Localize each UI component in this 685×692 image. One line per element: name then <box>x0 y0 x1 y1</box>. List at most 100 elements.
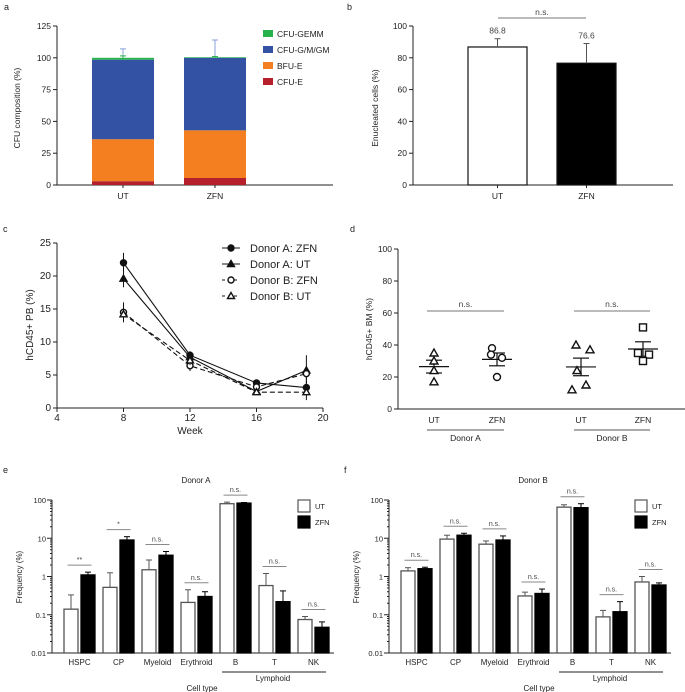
data-label: 76.6 <box>578 30 595 40</box>
bar-ut-hspc <box>63 608 79 654</box>
legend-label: UT <box>315 502 325 511</box>
y-axis-title: Frequency (%) <box>352 550 361 603</box>
y-tick-label: 0.01 <box>31 649 46 658</box>
y-tick-label: 5 <box>45 370 51 381</box>
legend-swatch <box>263 78 273 85</box>
legend-marker <box>226 291 236 300</box>
bar-ut-erythroid <box>517 595 533 654</box>
panel-label-a: a <box>4 2 9 12</box>
bar-zfn <box>556 62 617 186</box>
data-point-donor-b-ut <box>185 355 195 364</box>
bar-ut-hspc <box>400 570 416 654</box>
legend-label: Donor A: UT <box>250 259 311 271</box>
x-tick-label: HSPC <box>68 658 90 667</box>
bar-ut-t <box>258 584 274 654</box>
significance-label: n.s. <box>605 299 619 309</box>
data-point-square <box>633 348 643 358</box>
y-axis-title: Frequency (%) <box>15 550 24 603</box>
y-tick-label: 25 <box>40 238 52 249</box>
bar-bfu-e-ut <box>92 139 154 182</box>
legend-label: CFU-GEMM <box>277 29 324 39</box>
y-tick-label: 25 <box>42 148 52 158</box>
x-tick-label: ZFN <box>578 191 595 201</box>
y-tick-label: 100 <box>393 21 407 31</box>
bar-zfn-b <box>236 502 252 654</box>
data-point-triangle <box>570 339 582 349</box>
y-tick-label: 60 <box>383 308 393 318</box>
bar-ut-nk <box>634 581 650 654</box>
bar-zfn-b <box>573 507 589 654</box>
bar-ut-myeloid <box>141 569 157 654</box>
significance-label: n.s. <box>535 7 549 17</box>
x-tick-label: UT <box>575 415 586 425</box>
donor-label: Donor A <box>450 433 481 443</box>
x-tick-label: 20 <box>317 413 329 424</box>
data-point-triangle <box>566 384 578 394</box>
y-axis-title: hCD45+ BM (%) <box>364 298 374 360</box>
y-tick-label: 0.1 <box>373 611 383 620</box>
group-label: Lymphoid <box>256 674 290 683</box>
x-tick-label: Erythroid <box>180 658 212 667</box>
legend-swatch <box>263 30 273 37</box>
significance-label: n.s. <box>528 574 539 581</box>
x-tick-label: 12 <box>184 413 196 424</box>
x-tick-label: 16 <box>251 413 263 424</box>
legend-label: UT <box>652 502 662 511</box>
y-tick-label: 0 <box>402 180 407 190</box>
x-axis-title: Cell type <box>523 684 555 692</box>
bar-zfn-hspc <box>80 574 96 654</box>
data-label: 86.8 <box>489 26 506 36</box>
data-point-triangle <box>580 379 592 389</box>
bar-bfu-e-zfn <box>184 130 246 179</box>
x-tick-label: HSPC <box>405 658 427 667</box>
y-tick-label: 0.01 <box>368 649 383 658</box>
significance-label: n.s. <box>459 299 473 309</box>
bar-cfu-e-zfn <box>184 178 246 185</box>
data-point-triangle <box>428 347 440 357</box>
x-tick-label: Myeloid <box>481 658 509 667</box>
bar-zfn-nk <box>314 626 330 654</box>
x-tick-label: Erythroid <box>517 658 549 667</box>
x-tick-label: UT <box>117 191 128 201</box>
data-point-triangle <box>428 355 440 365</box>
bar-cfu-g/m/gm-zfn <box>184 57 246 131</box>
data-point-circle <box>492 372 502 382</box>
y-tick-label: 125 <box>37 21 51 31</box>
x-tick-label: UT <box>492 191 503 201</box>
bar-ut-t <box>595 616 611 654</box>
legend-label: BFU-E <box>277 61 303 71</box>
x-tick-label: 8 <box>121 413 127 424</box>
data-point-donor-b-ut <box>118 309 129 318</box>
data-point-donor-b-ut <box>301 387 312 396</box>
x-tick-label: UT <box>428 415 439 425</box>
legend-swatch-zfn <box>297 515 311 529</box>
legend-label: Donor B: ZFN <box>250 275 318 287</box>
y-tick-label: 60 <box>398 85 408 95</box>
x-tick-label: ZFN <box>635 415 652 425</box>
x-axis-title: Week <box>177 426 203 437</box>
legend-label: Donor A: ZFN <box>250 243 317 255</box>
significance-label: n.s. <box>645 562 656 569</box>
group-label: Lymphoid <box>593 674 627 683</box>
data-point-triangle <box>571 365 583 375</box>
y-tick-label: 20 <box>398 148 408 158</box>
x-tick-label: ZFN <box>489 415 506 425</box>
data-point-donor-a-ut <box>118 273 129 282</box>
legend-label: CFU-E <box>277 77 303 87</box>
data-point-donor-b-ut <box>251 387 262 396</box>
significance-label: * <box>117 522 120 529</box>
bar-zfn-t <box>612 611 628 654</box>
series-line-donor-b-ut <box>123 313 307 393</box>
significance-label: n.s. <box>269 558 280 565</box>
data-point-donor-b-zfn <box>302 369 311 378</box>
y-tick-label: 10 <box>375 534 383 543</box>
x-tick-label: ZFN <box>207 191 224 201</box>
y-axis-title: CFU composition (%) <box>12 67 22 148</box>
legend-swatch <box>263 62 273 69</box>
y-tick-label: 50 <box>42 116 52 126</box>
x-tick-label: Myeloid <box>144 658 172 667</box>
bar-ut-b <box>556 506 572 654</box>
significance-label: n.s. <box>411 552 422 559</box>
bar-zfn-erythroid <box>534 592 550 654</box>
x-tick-label: T <box>272 658 277 667</box>
